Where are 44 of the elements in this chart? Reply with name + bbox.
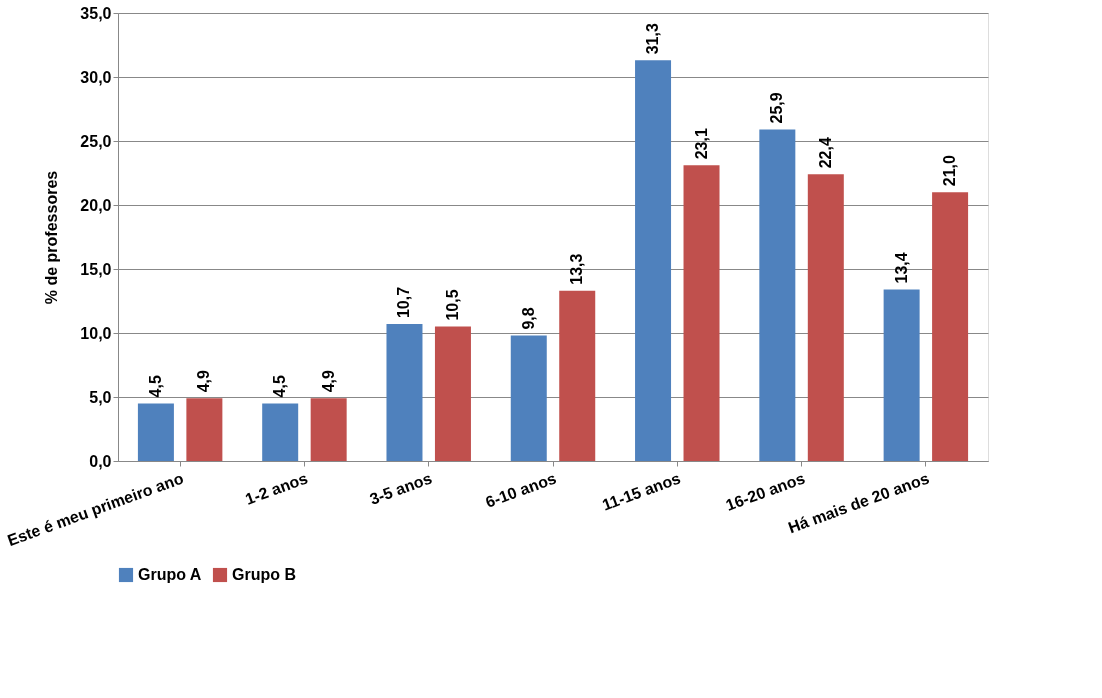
bar [559, 290, 596, 461]
y-tick-label: 25,0 [80, 132, 112, 150]
x-tick-label: 1-2 anos [243, 469, 310, 508]
x-tick-label: 11-15 anos [600, 469, 683, 514]
data-label: 4,5 [271, 375, 289, 398]
data-label: 13,4 [892, 252, 910, 284]
bar [510, 335, 547, 461]
data-label: 21,0 [941, 154, 959, 187]
bar [683, 165, 720, 461]
x-tick-label: 16-20 anos [723, 469, 808, 514]
data-label: 10,7 [395, 286, 413, 319]
bar [386, 324, 423, 461]
legend-label: Grupo B [232, 566, 296, 583]
bar [807, 174, 844, 461]
data-label: 4,5 [146, 375, 164, 398]
data-label: 4,9 [319, 369, 337, 393]
bar [186, 398, 223, 461]
data-label: 22,4 [816, 137, 834, 169]
data-label: 23,1 [692, 128, 710, 160]
bar [635, 60, 672, 461]
legend-label: Grupo A [138, 566, 202, 583]
data-label: 25,9 [768, 92, 786, 124]
y-tick-label: 10,0 [80, 324, 112, 342]
data-label: 13,3 [568, 253, 586, 285]
y-tick-label: 20,0 [80, 196, 112, 214]
bar [434, 326, 471, 461]
bar [932, 192, 969, 461]
y-tick-label: 30,0 [80, 68, 112, 86]
bar [310, 398, 347, 461]
x-tick-label: 6-10 anos [483, 469, 559, 511]
data-label: 31,3 [644, 23, 662, 55]
y-tick-label: 35,0 [80, 4, 112, 22]
bar [759, 129, 796, 461]
y-tick-label: 5,0 [89, 388, 112, 406]
bar [883, 289, 920, 461]
y-tick-label: 15,0 [80, 260, 112, 278]
x-tick-label: 3-5 anos [367, 469, 435, 508]
bar [262, 403, 299, 461]
bar [137, 403, 174, 461]
data-label: 10,5 [443, 289, 461, 321]
y-axis-title: % de professores [43, 170, 61, 305]
data-label: 4,9 [195, 369, 213, 393]
y-tick-label: 0,0 [89, 452, 112, 470]
data-label: 9,8 [519, 307, 537, 330]
